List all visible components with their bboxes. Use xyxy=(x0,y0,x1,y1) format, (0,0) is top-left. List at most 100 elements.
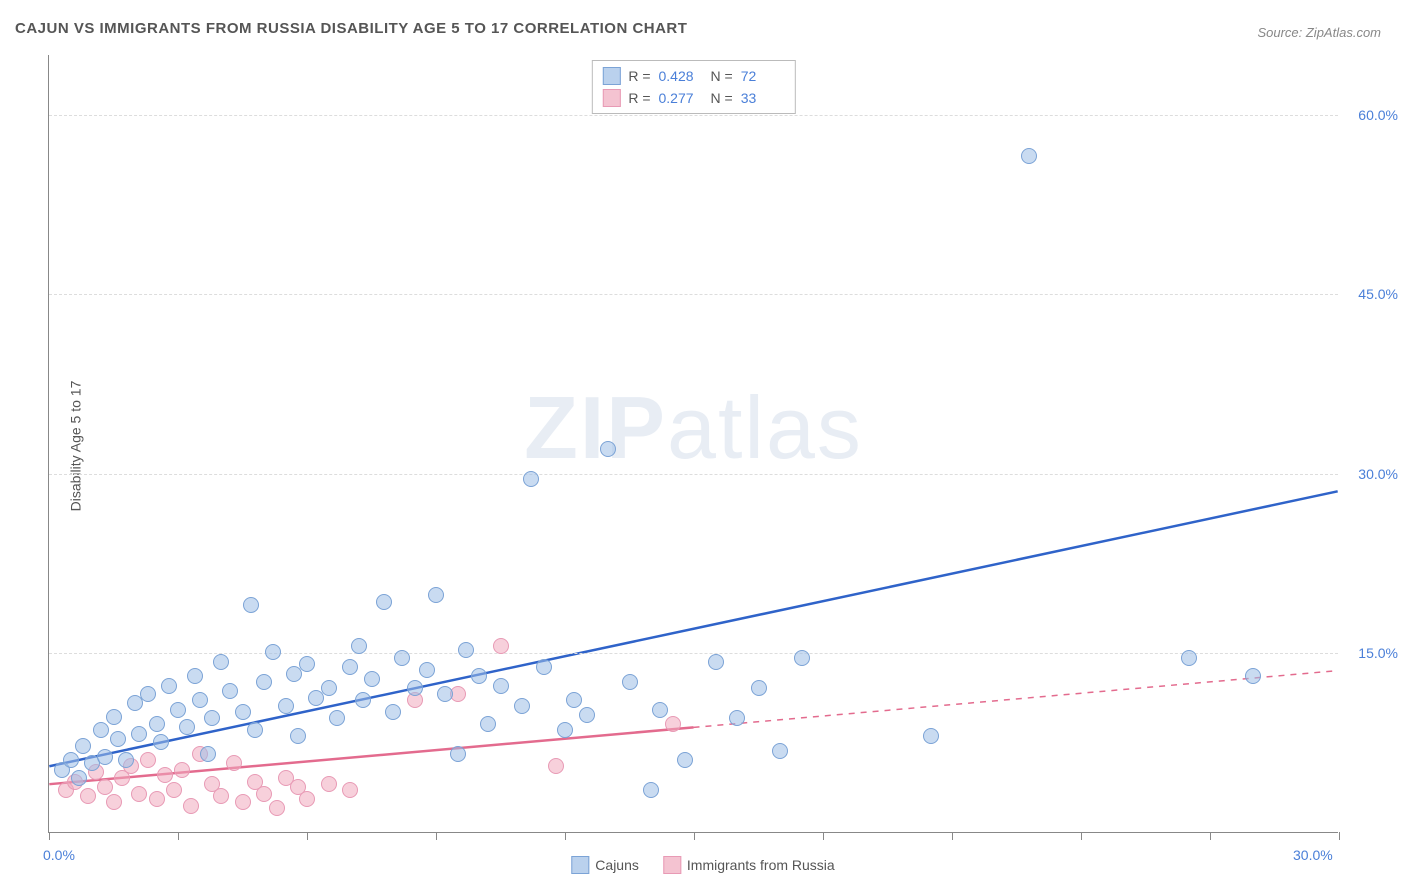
x-tick xyxy=(952,832,953,840)
data-point xyxy=(63,752,79,768)
trend-line xyxy=(49,491,1337,766)
data-point xyxy=(419,662,435,678)
data-point xyxy=(514,698,530,714)
y-tick-label: 15.0% xyxy=(1358,645,1398,661)
data-point xyxy=(200,746,216,762)
data-point xyxy=(192,692,208,708)
data-point xyxy=(174,762,190,778)
swatch-icon xyxy=(663,856,681,874)
series-legend: Cajuns Immigrants from Russia xyxy=(571,856,834,874)
data-point xyxy=(299,791,315,807)
gridline xyxy=(49,115,1338,116)
x-tick-label: 0.0% xyxy=(43,847,75,863)
data-point xyxy=(93,722,109,738)
data-point xyxy=(256,786,272,802)
data-point xyxy=(106,709,122,725)
data-point xyxy=(187,668,203,684)
data-point xyxy=(213,654,229,670)
gridline xyxy=(49,294,1338,295)
data-point xyxy=(329,710,345,726)
swatch-icon xyxy=(571,856,589,874)
data-point xyxy=(342,659,358,675)
y-tick-label: 60.0% xyxy=(1358,107,1398,123)
data-point xyxy=(269,800,285,816)
data-point xyxy=(376,594,392,610)
x-tick-label: 30.0% xyxy=(1293,847,1333,863)
legend-item-series1: Cajuns xyxy=(571,856,639,874)
data-point xyxy=(536,659,552,675)
data-point xyxy=(394,650,410,666)
x-tick xyxy=(694,832,695,840)
data-point xyxy=(97,749,113,765)
data-point xyxy=(437,686,453,702)
data-point xyxy=(729,710,745,726)
data-point xyxy=(222,683,238,699)
data-point xyxy=(428,587,444,603)
data-point xyxy=(548,758,564,774)
data-point xyxy=(140,686,156,702)
data-point xyxy=(708,654,724,670)
x-tick xyxy=(1339,832,1340,840)
legend-label: Immigrants from Russia xyxy=(687,857,835,873)
gridline xyxy=(49,474,1338,475)
data-point xyxy=(321,776,337,792)
trend-line-extrapolated xyxy=(694,671,1338,728)
data-point xyxy=(166,782,182,798)
data-point xyxy=(75,738,91,754)
data-point xyxy=(256,674,272,690)
data-point xyxy=(665,716,681,732)
data-point xyxy=(213,788,229,804)
data-point xyxy=(751,680,767,696)
data-point xyxy=(80,788,96,804)
chart-title: CAJUN VS IMMIGRANTS FROM RUSSIA DISABILI… xyxy=(15,20,687,37)
data-point xyxy=(157,767,173,783)
data-point xyxy=(1021,148,1037,164)
chart-plot-area: ZIPatlas R = 0.428 N = 72 R = 0.277 N = … xyxy=(48,55,1338,833)
data-point xyxy=(106,794,122,810)
data-point xyxy=(450,746,466,762)
data-point xyxy=(140,752,156,768)
data-point xyxy=(772,743,788,759)
x-tick xyxy=(1081,832,1082,840)
data-point xyxy=(480,716,496,732)
x-tick xyxy=(307,832,308,840)
data-point xyxy=(677,752,693,768)
data-point xyxy=(131,786,147,802)
gridline xyxy=(49,653,1338,654)
data-point xyxy=(290,728,306,744)
source-attribution: Source: ZipAtlas.com xyxy=(1257,25,1381,40)
data-point xyxy=(557,722,573,738)
x-tick xyxy=(1210,832,1211,840)
data-point xyxy=(299,656,315,672)
x-tick xyxy=(823,832,824,840)
data-point xyxy=(407,680,423,696)
data-point xyxy=(1245,668,1261,684)
data-point xyxy=(1181,650,1197,666)
x-tick xyxy=(49,832,50,840)
x-tick xyxy=(436,832,437,840)
data-point xyxy=(235,704,251,720)
data-point xyxy=(523,471,539,487)
data-point xyxy=(235,794,251,810)
data-point xyxy=(110,731,126,747)
data-point xyxy=(493,678,509,694)
data-point xyxy=(643,782,659,798)
data-point xyxy=(118,752,134,768)
data-point xyxy=(243,597,259,613)
data-point xyxy=(342,782,358,798)
data-point xyxy=(923,728,939,744)
data-point xyxy=(385,704,401,720)
data-point xyxy=(321,680,337,696)
data-point xyxy=(364,671,380,687)
data-point xyxy=(170,702,186,718)
data-point xyxy=(794,650,810,666)
data-point xyxy=(204,710,220,726)
data-point xyxy=(149,716,165,732)
data-point xyxy=(458,642,474,658)
data-point xyxy=(652,702,668,718)
data-point xyxy=(622,674,638,690)
legend-item-series2: Immigrants from Russia xyxy=(663,856,835,874)
data-point xyxy=(131,726,147,742)
data-point xyxy=(265,644,281,660)
data-point xyxy=(278,698,294,714)
